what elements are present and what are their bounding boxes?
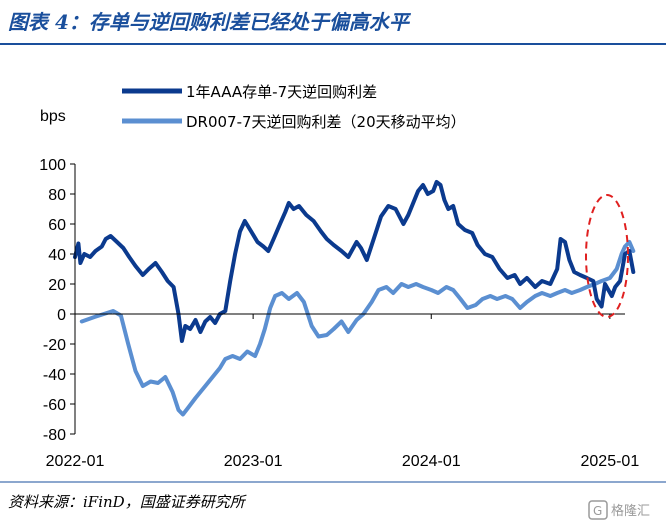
highlight-ellipse: [585, 194, 629, 318]
y-tick-label: 20: [48, 277, 66, 294]
series-line-2: [79, 240, 636, 417]
y-tick-label: 100: [39, 157, 66, 174]
y-tick-label: -40: [43, 367, 66, 384]
y-tick-label: 60: [48, 217, 66, 234]
series-line-1: [73, 180, 636, 343]
watermark-logo: G 格隆汇: [588, 500, 650, 520]
source-note: 资料来源：iFinD，国盛证券研究所: [8, 493, 247, 511]
series-layer: [73, 180, 636, 417]
y-tick-label: -60: [43, 397, 66, 414]
y-ticks: 100 80 60 40 20 0 -20 -40 -60 -80: [39, 157, 75, 444]
x-tick-label: 2023-01: [224, 453, 283, 470]
y-axis-label: bps: [40, 108, 66, 125]
y-tick-label: 80: [48, 187, 66, 204]
x-tick-label: 2025-01: [581, 453, 640, 470]
x-tick-label: 2022-01: [46, 453, 105, 470]
x-tick-label: 2024-01: [402, 453, 461, 470]
y-tick-label: 0: [57, 307, 66, 324]
y-tick-label: -20: [43, 337, 66, 354]
figure-title: 图表 4：存单与逆回购利差已经处于偏高水平: [8, 10, 412, 34]
legend-label-series2: DR007-7天逆回购利差（20天移动平均）: [186, 113, 466, 131]
legend-label-series1: 1年AAA存单-7天逆回购利差: [186, 83, 377, 101]
watermark-icon-glyph: G: [593, 504, 602, 518]
watermark-text: 格隆汇: [611, 503, 650, 519]
x-ticks: 2022-01 2023-01 2024-01 2025-01: [46, 314, 640, 470]
y-tick-label: -80: [43, 427, 66, 444]
y-tick-label: 40: [48, 247, 66, 264]
watermark-icon: [588, 500, 608, 520]
